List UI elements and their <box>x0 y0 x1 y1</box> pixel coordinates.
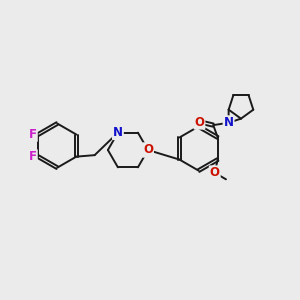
Text: N: N <box>224 116 234 129</box>
Text: F: F <box>29 150 37 163</box>
Text: F: F <box>29 128 37 141</box>
Text: O: O <box>194 116 205 129</box>
Text: O: O <box>210 166 220 179</box>
Text: O: O <box>143 143 153 157</box>
Text: O: O <box>143 143 153 157</box>
Text: N: N <box>113 126 123 139</box>
